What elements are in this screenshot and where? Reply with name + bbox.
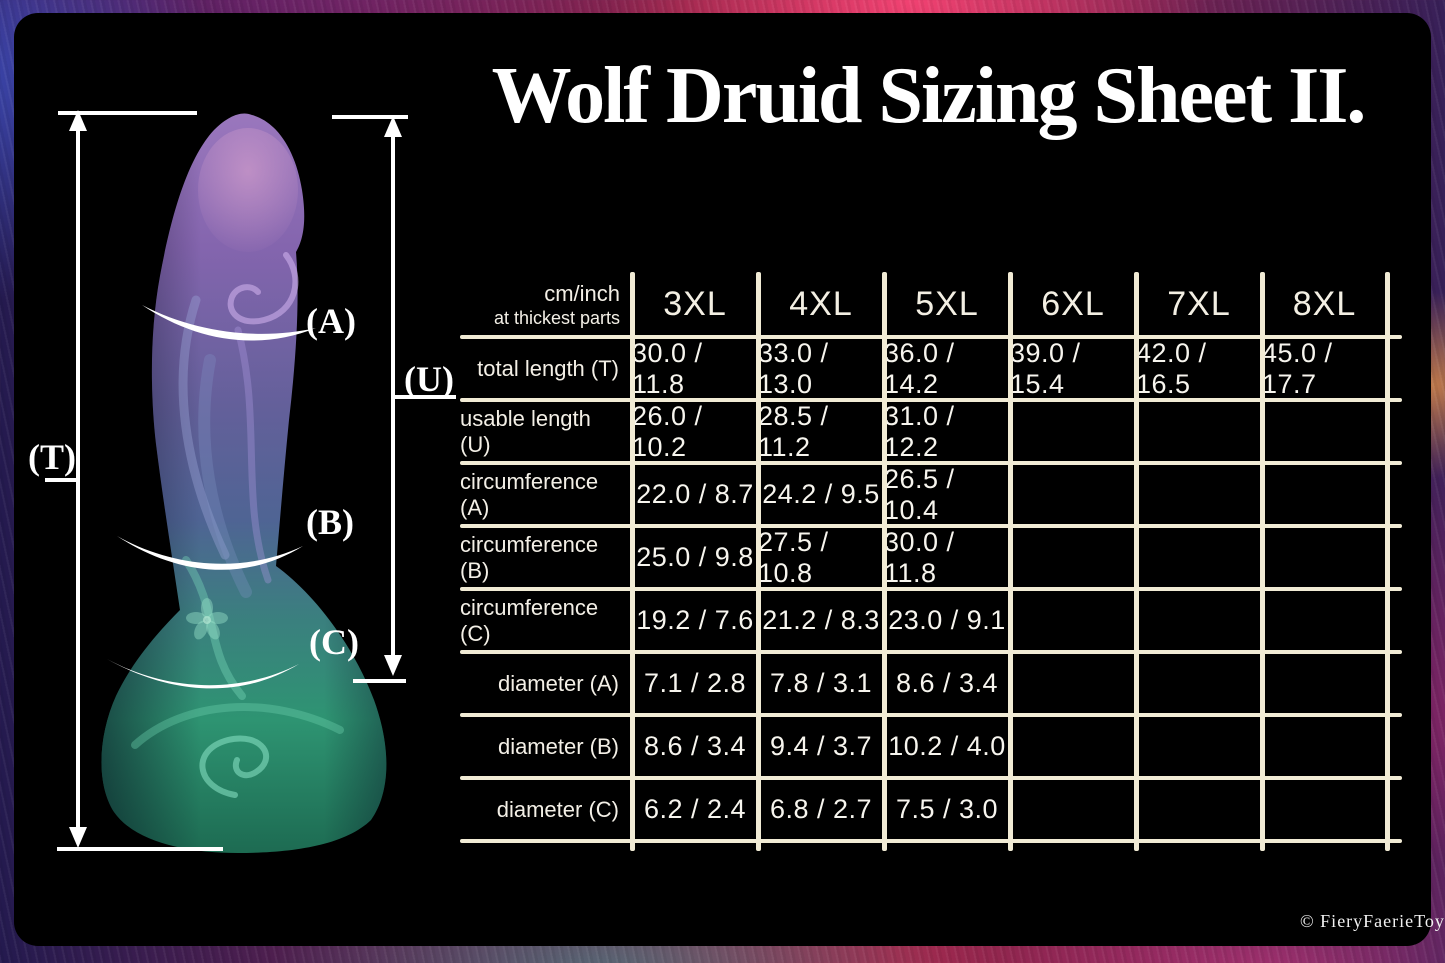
value-cell: 24.2 / 9.5 <box>762 479 880 509</box>
row-label: diameter (C) <box>496 796 619 822</box>
value-cell <box>1136 463 1262 526</box>
value-cell <box>1262 589 1387 652</box>
unit-label: cm/inch <box>544 280 620 306</box>
value-cell: 26.0 / 10.2 <box>632 400 703 462</box>
page-title: Wolf Druid Sizing Sheet II. <box>491 52 1367 140</box>
table-rule <box>1385 272 1390 851</box>
table-rule <box>882 272 887 851</box>
label-usable-length-u: (U) <box>404 359 454 399</box>
value-cell: 10.2 / 4.0 <box>888 731 1006 761</box>
table-rule <box>460 587 1402 591</box>
value-cell <box>1010 652 1136 715</box>
sizing-table-grid: cm/inch at thickest parts 3XL 4XL 5XL 6X… <box>460 272 1402 841</box>
product-figure <box>45 110 456 854</box>
table-rule <box>460 335 1402 339</box>
value-cell <box>1262 715 1387 778</box>
measurement-arc-c <box>107 659 299 689</box>
value-cell: 8.6 / 3.4 <box>643 731 747 761</box>
value-cell <box>1136 589 1262 652</box>
table-rule <box>460 398 1402 402</box>
table-rule <box>1260 272 1265 851</box>
size-column-header-6xl: 6XL <box>1041 285 1105 323</box>
value-cell <box>1136 715 1262 778</box>
value-cell <box>1262 526 1387 589</box>
value-cell <box>1010 400 1136 463</box>
value-cell <box>1010 589 1136 652</box>
row-label: diameter (B) <box>497 733 619 759</box>
value-cell: 33.0 / 13.0 <box>758 337 829 399</box>
flower-detail <box>186 598 228 640</box>
value-cell: 45.0 / 17.7 <box>1262 337 1333 399</box>
row-label: circumference (C) <box>460 594 599 646</box>
value-cell <box>1136 652 1262 715</box>
size-column-header-3xl: 3XL <box>663 285 727 323</box>
row-label: diameter (A) <box>497 670 619 696</box>
table-rule <box>460 839 1402 843</box>
copyright-text: © FieryFaerieToys <box>1300 911 1445 931</box>
size-column-header-8xl: 8XL <box>1292 285 1357 323</box>
value-cell <box>1010 463 1136 526</box>
value-cell: 30.0 / 11.8 <box>884 526 955 588</box>
unit-sublabel: at thickest parts <box>493 308 620 328</box>
value-cell <box>1136 778 1262 841</box>
value-cell: 9.4 / 3.7 <box>769 731 873 761</box>
size-column-header-7xl: 7XL <box>1167 285 1231 323</box>
value-cell <box>1262 778 1387 841</box>
table-rule <box>460 776 1402 780</box>
value-cell: 7.1 / 2.8 <box>643 668 747 698</box>
value-cell: 42.0 / 16.5 <box>1136 337 1207 399</box>
dimension-line-u <box>332 115 456 683</box>
value-cell: 6.2 / 2.4 <box>643 794 747 824</box>
value-cell: 21.2 / 8.3 <box>762 605 880 635</box>
table-corner-cell: cm/inch at thickest parts <box>460 272 632 337</box>
value-cell <box>1262 652 1387 715</box>
row-label: circumference (A) <box>460 468 599 520</box>
size-column-header-4xl: 4XL <box>789 285 853 323</box>
value-cell <box>1010 715 1136 778</box>
row-label: circumference (B) <box>460 531 599 583</box>
label-girth-b: (B) <box>306 502 354 542</box>
value-cell: 36.0 / 14.2 <box>884 337 955 399</box>
value-cell: 19.2 / 7.6 <box>636 605 754 635</box>
table-rule <box>1134 272 1139 851</box>
measurement-arc-a <box>142 305 316 341</box>
value-cell <box>1136 526 1262 589</box>
table-rule <box>460 461 1402 465</box>
row-label: usable length (U) <box>460 405 591 457</box>
label-girth-a: (A) <box>306 301 356 341</box>
table-rule <box>756 272 761 851</box>
value-cell: 27.5 / 10.8 <box>758 526 829 588</box>
row-label: total length (T) <box>477 355 619 381</box>
value-cell: 30.0 / 11.8 <box>632 337 703 399</box>
table-rule <box>630 272 635 851</box>
value-cell: 23.0 / 9.1 <box>888 605 1006 635</box>
table-rule <box>1008 272 1013 851</box>
value-cell: 7.8 / 3.1 <box>769 668 873 698</box>
product-photo <box>101 113 387 854</box>
value-cell: 39.0 / 15.4 <box>1010 337 1081 399</box>
value-cell: 31.0 / 12.2 <box>884 400 955 462</box>
value-cell <box>1010 526 1136 589</box>
dimension-line-t <box>45 110 223 851</box>
table-rule <box>460 713 1402 717</box>
value-cell: 26.5 / 10.4 <box>884 463 955 525</box>
value-cell: 6.8 / 2.7 <box>769 794 873 824</box>
value-cell <box>1262 400 1387 463</box>
value-cell <box>1010 778 1136 841</box>
table-rule <box>460 650 1402 654</box>
measurement-arc-b <box>117 536 303 570</box>
label-girth-c: (C) <box>309 622 359 662</box>
table-rule <box>460 524 1402 528</box>
value-cell: 25.0 / 9.8 <box>636 542 754 572</box>
sizing-table: cm/inch at thickest parts 3XL 4XL 5XL 6X… <box>460 272 1402 851</box>
value-cell: 7.5 / 3.0 <box>895 794 999 824</box>
size-column-header-5xl: 5XL <box>915 285 979 323</box>
value-cell <box>1136 400 1262 463</box>
value-cell: 8.6 / 3.4 <box>895 668 999 698</box>
value-cell: 28.5 / 11.2 <box>758 400 829 462</box>
value-cell <box>1262 463 1387 526</box>
value-cell: 22.0 / 8.7 <box>636 479 754 509</box>
label-total-length-t: (T) <box>28 437 76 477</box>
